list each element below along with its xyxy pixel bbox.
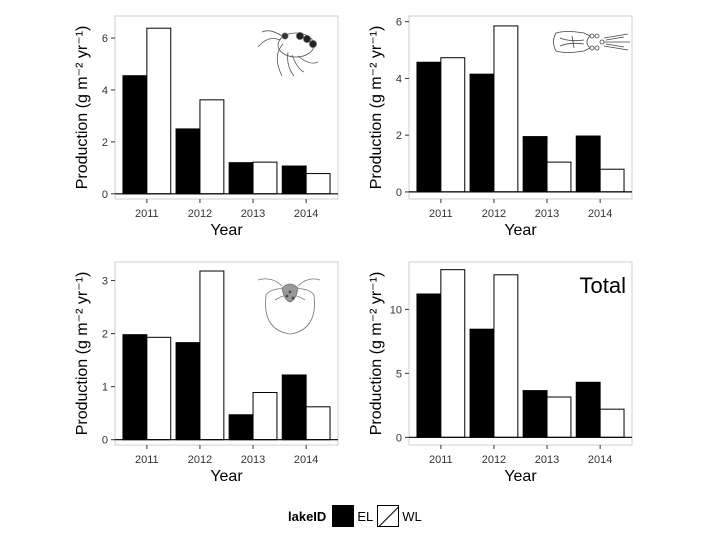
x-tick-label: 2013 <box>241 208 265 220</box>
bar-wl-2012 <box>199 99 225 195</box>
x-tick-label: 2012 <box>482 208 506 220</box>
y-tick-label: 4 <box>102 85 108 97</box>
bar-wl-2011 <box>440 57 466 193</box>
legend-key-el <box>332 505 355 527</box>
bar-el-2013 <box>522 390 548 438</box>
bar-wl-2014 <box>599 168 625 193</box>
bar-el-2012 <box>469 73 495 193</box>
legend-label-el: EL <box>357 508 374 524</box>
bar-wl-2012 <box>493 25 519 193</box>
chart-panel-1: 0 2 4 6 2011 2012 2013 2014 Year Production (g m⁻… <box>74 15 339 239</box>
y-tick-label: 1 <box>102 382 108 394</box>
bar-wl-2012 <box>493 274 519 438</box>
bar-el-2014 <box>281 374 307 441</box>
cladoceran-icon <box>553 31 630 53</box>
bar-wl-2014 <box>305 173 331 195</box>
bar-wl-2012 <box>199 270 225 441</box>
x-tick-label: 2012 <box>188 454 212 466</box>
bar-el-2013 <box>228 414 254 441</box>
x-tick-label: 2013 <box>535 454 559 466</box>
x-tick-label: 2011 <box>135 454 159 466</box>
bar-el-2014 <box>575 135 601 193</box>
x-tick-label: 2012 <box>188 208 212 220</box>
panel-label: Total <box>580 273 626 298</box>
bar-wl-2011 <box>146 27 172 195</box>
y-tick-label: 6 <box>396 17 402 29</box>
y-axis-title: Production (g m⁻² yr⁻¹) <box>74 272 91 436</box>
bar-el-2012 <box>175 342 201 441</box>
x-tick-label: 2011 <box>135 208 159 220</box>
chart-panel-3: 0 1 2 3 2011 2012 2013 2014 Year Production (g m⁻… <box>74 261 339 485</box>
y-tick-label: 0 <box>102 189 108 201</box>
y-tick-label: 0 <box>102 435 108 447</box>
bar-el-2014 <box>575 381 601 438</box>
x-axis-title: Year <box>210 468 243 485</box>
bar-wl-2014 <box>599 408 625 438</box>
chart-panel-4: 0 5 10 2011 2012 2013 2014 Year Production (g m⁻… <box>368 261 633 485</box>
bar-el-2011 <box>416 293 442 438</box>
x-tick-label: 2013 <box>241 454 265 466</box>
legend: lakeID EL WL <box>288 503 426 529</box>
x-axis-title: Year <box>210 222 243 239</box>
x-axis-title: Year <box>504 222 537 239</box>
bar-el-2014 <box>281 165 307 195</box>
x-tick-label: 2014 <box>588 208 612 220</box>
bar-wl-2013 <box>252 391 278 441</box>
copepod-icon <box>257 30 319 77</box>
y-tick-label: 2 <box>396 130 402 142</box>
x-tick-label: 2014 <box>294 208 318 220</box>
y-axis-title: Production (g m⁻² yr⁻¹) <box>74 26 91 190</box>
y-tick-label: 0 <box>396 187 402 199</box>
legend-key-wl <box>377 505 400 527</box>
y-tick-label: 10 <box>390 304 402 316</box>
x-tick-label: 2011 <box>429 454 453 466</box>
legend-title: lakeID <box>288 508 327 524</box>
x-tick-label: 2011 <box>429 208 453 220</box>
bar-wl-2011 <box>440 269 466 438</box>
bar-wl-2014 <box>305 406 331 441</box>
chart-panel-2: 0 2 4 6 2011 2012 2013 2014 Year Production (g m⁻… <box>368 15 633 239</box>
x-tick-label: 2012 <box>482 454 506 466</box>
bar-el-2011 <box>416 61 442 193</box>
bar-el-2011 <box>122 75 148 195</box>
bar-el-2013 <box>522 136 548 193</box>
y-tick-label: 3 <box>102 276 108 288</box>
bar-wl-2013 <box>546 161 572 193</box>
bar-wl-2013 <box>546 396 572 438</box>
x-tick-label: 2014 <box>294 454 318 466</box>
x-tick-label: 2013 <box>535 208 559 220</box>
legend-label-wl: WL <box>402 508 422 524</box>
y-axis-title: Production (g m⁻² yr⁻¹) <box>368 272 385 436</box>
y-tick-label: 0 <box>396 432 402 444</box>
y-tick-label: 6 <box>102 33 108 45</box>
bar-el-2011 <box>122 334 148 441</box>
bar-el-2012 <box>175 128 201 195</box>
y-tick-label: 2 <box>102 137 108 149</box>
x-axis-title: Year <box>504 468 537 485</box>
y-tick-label: 5 <box>396 368 402 380</box>
bar-el-2013 <box>228 162 254 195</box>
bar-el-2012 <box>469 328 495 438</box>
bar-wl-2011 <box>146 336 172 441</box>
x-tick-label: 2014 <box>588 454 612 466</box>
y-axis-title: Production (g m⁻² yr⁻¹) <box>368 26 385 190</box>
bar-wl-2013 <box>252 161 278 195</box>
y-tick-label: 2 <box>102 329 108 341</box>
rotifer-icon <box>257 278 321 335</box>
y-tick-label: 4 <box>396 73 402 85</box>
